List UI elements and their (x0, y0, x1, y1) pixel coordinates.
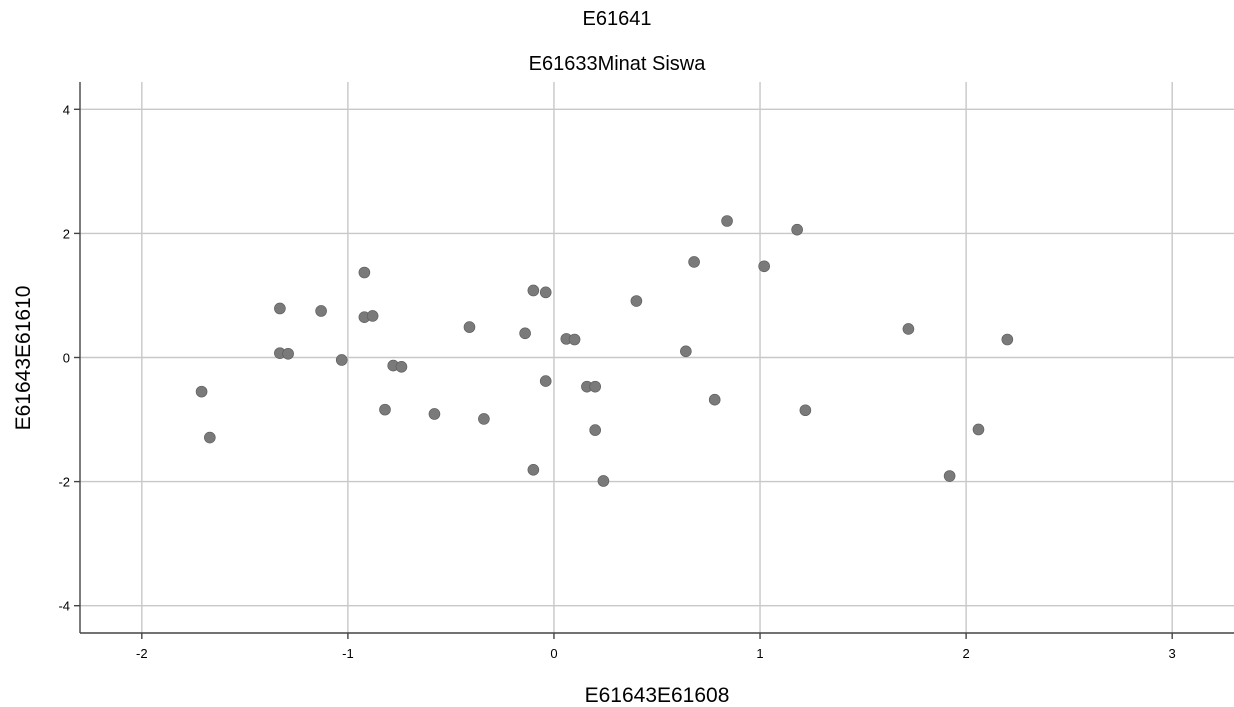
chart-title: E61641 (583, 8, 652, 30)
y-tick-label-4: -4 (58, 599, 70, 614)
scatter-point-12 (395, 361, 408, 373)
scatter-point-34 (799, 404, 812, 417)
scatter-point-27 (630, 295, 643, 307)
y-tick-label-1: 2 (63, 226, 70, 241)
x-tick-label-1: -1 (342, 646, 354, 661)
x-tick-label-4: 2 (962, 646, 969, 661)
scatter-point-5 (315, 305, 327, 317)
scatter-point-32 (758, 260, 770, 273)
scatter-point-26 (597, 475, 610, 487)
scatter-point-7 (358, 266, 371, 279)
scatter-point-0 (195, 385, 208, 398)
scatter-point-19 (539, 286, 552, 299)
x-axis-label: E61643E61608 (585, 684, 730, 707)
scatter-point-18 (527, 464, 540, 476)
scatter-point-24 (589, 380, 601, 393)
y-tick-labels: 4 2 0 -2 -4 (58, 102, 70, 613)
x-tick-label-2: 0 (550, 646, 557, 661)
scatter-point-13 (428, 408, 441, 420)
scatter-point-10 (379, 403, 391, 416)
axes (74, 82, 1234, 639)
scatter-point-30 (708, 393, 721, 406)
y-tick-label-0: 4 (63, 102, 70, 117)
scatter-point-6 (335, 354, 348, 366)
y-tick-label-3: -2 (58, 475, 70, 490)
scatter-point-1 (204, 431, 216, 444)
x-tick-label-5: 3 (1169, 646, 1176, 661)
scatter-point-17 (527, 284, 540, 297)
scatter-point-4 (282, 347, 294, 360)
scatter-point-14 (463, 321, 476, 333)
scatter-point-35 (902, 323, 915, 335)
scatter-point-25 (589, 424, 601, 436)
y-tick-label-2: 0 (63, 351, 70, 366)
scatter-point-33 (791, 223, 803, 236)
chart-subtitle: E61633Minat Siswa (529, 53, 707, 75)
data-points (195, 215, 1014, 487)
scatter-point-9 (366, 310, 379, 322)
scatter-point-16 (519, 327, 531, 340)
scatter-point-29 (688, 256, 700, 268)
grid-lines (80, 82, 1234, 633)
scatter-point-31 (721, 215, 733, 227)
scatter-point-36 (943, 470, 956, 482)
y-axis-label: E61643E61610 (12, 286, 35, 431)
scatter-point-15 (478, 413, 490, 425)
scatter-point-28 (680, 345, 692, 358)
scatter-point-20 (539, 375, 552, 387)
scatter-point-38 (1001, 333, 1014, 346)
x-tick-label-3: 1 (756, 646, 763, 661)
x-tick-labels: -2 -1 0 1 2 3 (136, 646, 1176, 661)
scatter-point-2 (274, 302, 286, 315)
x-tick-label-0: -2 (136, 646, 148, 661)
scatter-point-37 (972, 423, 985, 436)
scatter-point-22 (568, 333, 581, 346)
